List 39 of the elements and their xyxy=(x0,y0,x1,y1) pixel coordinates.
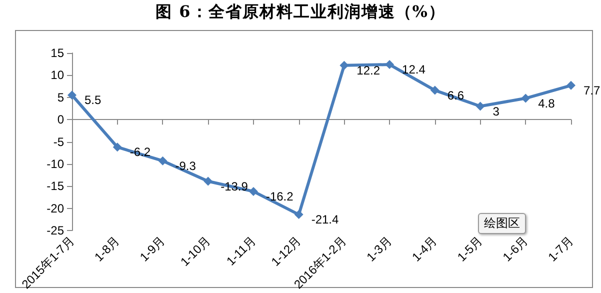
y-tick-label: -15 xyxy=(46,179,64,194)
x-tick-label: 1-5月 xyxy=(454,234,486,264)
data-label: 5.5 xyxy=(84,93,102,108)
point xyxy=(112,142,122,152)
data-label: -21.4 xyxy=(311,212,339,227)
y-tick-label: 10 xyxy=(50,68,64,82)
y-tick-label: -10 xyxy=(46,156,64,171)
point xyxy=(476,102,485,111)
point xyxy=(68,90,76,100)
data-label: 7.7 xyxy=(584,83,601,98)
point xyxy=(430,86,440,95)
y-tick-label: -20 xyxy=(46,201,64,216)
y-tick-label: 5 xyxy=(57,90,64,104)
y-tick-label: 0 xyxy=(57,112,64,127)
point xyxy=(294,210,304,220)
x-tick-label: 1-8月 xyxy=(92,234,122,264)
data-label: 12.2 xyxy=(356,63,380,78)
data-label: 3 xyxy=(492,104,500,118)
data-label: -9.3 xyxy=(175,158,196,173)
data-label: -16.2 xyxy=(266,189,294,204)
point xyxy=(385,60,394,70)
chart-title: 图 6：全省原材料工业利润增速（%） xyxy=(154,2,446,23)
y-tick-label: -25 xyxy=(46,224,64,238)
x-tick-label: 1-3月 xyxy=(364,234,394,264)
x-tick-label: 1-6月 xyxy=(500,234,531,264)
y-tick-label: -5 xyxy=(53,134,64,149)
point xyxy=(248,186,258,196)
data-label: 4.8 xyxy=(538,96,556,110)
annotation: 绘图区 xyxy=(478,213,526,234)
x-tick-label: 1-11月 xyxy=(224,234,258,268)
x-tick-label: 1-7月 xyxy=(545,234,576,264)
x-tick-label: 1-9月 xyxy=(137,234,168,264)
point xyxy=(521,94,530,103)
x-tick-label: 1-4月 xyxy=(409,234,440,264)
point xyxy=(204,176,213,186)
y-tick-label: 15 xyxy=(50,46,64,60)
point xyxy=(158,156,168,166)
point xyxy=(566,80,576,90)
data-label: 12.4 xyxy=(402,62,426,77)
